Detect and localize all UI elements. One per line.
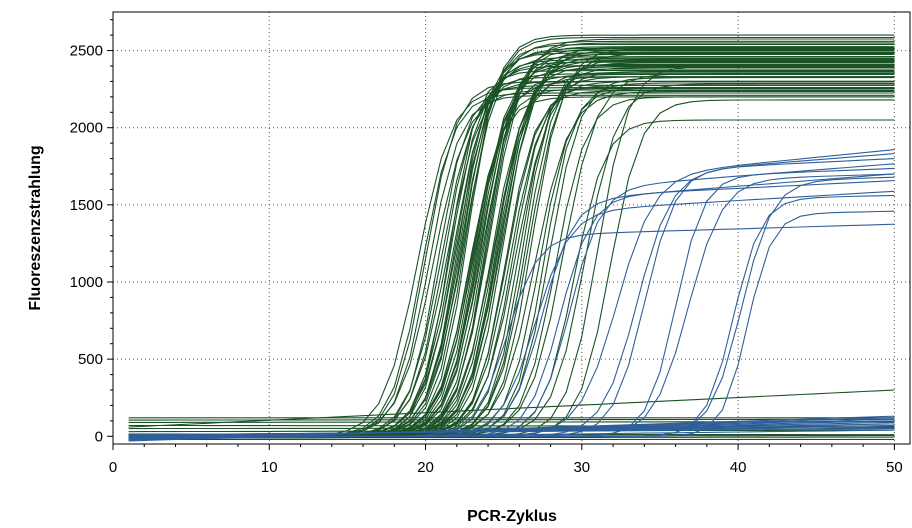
x-tick-label: 20 (417, 459, 434, 476)
x-tick-label: 50 (886, 459, 903, 476)
series-layer (128, 34, 895, 442)
y-tick-label: 2000 (70, 120, 103, 137)
x-tick-label: 0 (109, 459, 117, 476)
y-tick-label: 0 (95, 428, 103, 445)
blue-amplification-curve (128, 167, 895, 437)
green-baseline-curve (128, 418, 895, 421)
x-axis-title: PCR-Zyklus (467, 508, 557, 525)
blue-amplification-curve (128, 223, 895, 437)
grid-lines (113, 12, 910, 444)
green-amplification-curve (128, 43, 895, 437)
plot-frame (112, 11, 911, 445)
x-tick-label: 40 (730, 459, 747, 476)
blue-baseline-curve (128, 428, 895, 436)
green-baseline-curve (128, 389, 895, 428)
y-tick-label: 1500 (70, 197, 103, 214)
y-axis-title: Fluoreszenzstrahlung (27, 145, 44, 310)
x-tick-label: 30 (573, 459, 590, 476)
x-tick-label: 10 (261, 459, 278, 476)
y-tick-label: 500 (78, 351, 103, 368)
y-tick-label: 1000 (70, 274, 103, 291)
blue-amplification-curve (128, 210, 895, 437)
green-amplification-curve (128, 76, 895, 436)
y-tick-label: 2500 (70, 43, 103, 60)
